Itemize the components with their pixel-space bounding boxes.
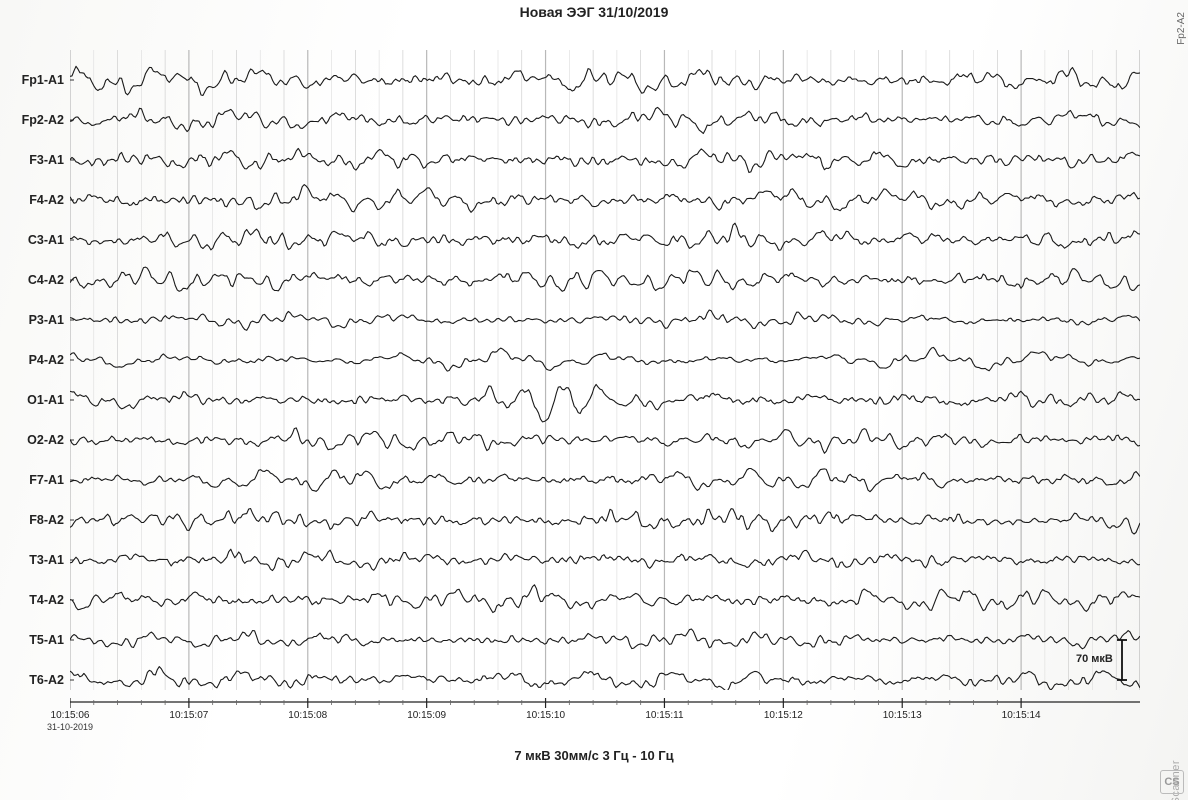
recording-params: 7 мкВ 30мм/с 3 Гц - 10 Гц [0, 748, 1188, 763]
channel-label: C4-A2 [28, 273, 64, 287]
channel-label: T5-A1 [29, 633, 64, 647]
channel-label: O1-A1 [27, 393, 64, 407]
eeg-trace [70, 185, 1140, 213]
eeg-trace [70, 384, 1140, 422]
channel-label: F7-A1 [29, 473, 64, 487]
channel-label: T4-A2 [29, 593, 64, 607]
camscanner-badge-icon: CS [1160, 770, 1184, 794]
time-tick-label: 10:15:13 [883, 710, 922, 721]
channel-label: T3-A1 [29, 553, 64, 567]
eeg-trace [70, 469, 1140, 492]
eeg-plot: Fp1-A1Fp2-A2F3-A1F4-A2C3-A1C4-A2P3-A1P4-… [70, 50, 1140, 690]
time-tick-label: 10:15:12 [764, 710, 803, 721]
time-axis: 10:15:0610:15:0710:15:0810:15:0910:15:10… [70, 696, 1140, 736]
channel-label: P4-A2 [29, 353, 64, 367]
time-tick-label: 10:15:06 [51, 710, 90, 721]
channel-label: P3-A1 [29, 313, 64, 327]
eeg-sheet: Новая ЭЭГ 31/10/2019 Fp2-A2 Fp1-A1Fp2-A2… [0, 0, 1188, 800]
time-tick-label: 10:15:07 [169, 710, 208, 721]
time-tick-label: 10:15:10 [526, 710, 565, 721]
corner-label: Fp2-A2 [1176, 12, 1187, 45]
channel-label: F3-A1 [29, 153, 64, 167]
page-title: Новая ЭЭГ 31/10/2019 [0, 4, 1188, 20]
eeg-trace [70, 347, 1140, 371]
channel-label: Fp1-A1 [22, 73, 64, 87]
time-tick-label: 10:15:11 [645, 710, 683, 721]
eeg-trace [70, 629, 1140, 649]
channel-label: T6-A2 [29, 673, 64, 687]
recording-date: 31-10-2019 [47, 722, 93, 732]
eeg-trace [70, 310, 1140, 330]
channel-label: F4-A2 [29, 193, 64, 207]
eeg-trace [70, 509, 1140, 534]
channel-label: C3-A1 [28, 233, 64, 247]
channel-label: Fp2-A2 [22, 113, 64, 127]
eeg-trace [70, 267, 1140, 291]
amplitude-scale-label: 70 мкВ [1076, 653, 1113, 665]
time-tick-label: 10:15:08 [288, 710, 327, 721]
eeg-trace [70, 148, 1140, 172]
time-axis-svg [70, 696, 1140, 736]
eeg-svg [70, 50, 1140, 690]
eeg-trace [70, 66, 1140, 95]
eeg-trace [70, 585, 1140, 613]
eeg-trace [70, 223, 1140, 250]
time-tick-label: 10:15:09 [407, 710, 446, 721]
channel-label: O2-A2 [27, 433, 64, 447]
eeg-trace [70, 667, 1140, 690]
eeg-trace [70, 549, 1140, 570]
time-tick-label: 10:15:14 [1002, 710, 1041, 721]
channel-label: F8-A2 [29, 513, 64, 527]
eeg-trace [70, 107, 1140, 133]
eeg-trace [70, 428, 1140, 453]
